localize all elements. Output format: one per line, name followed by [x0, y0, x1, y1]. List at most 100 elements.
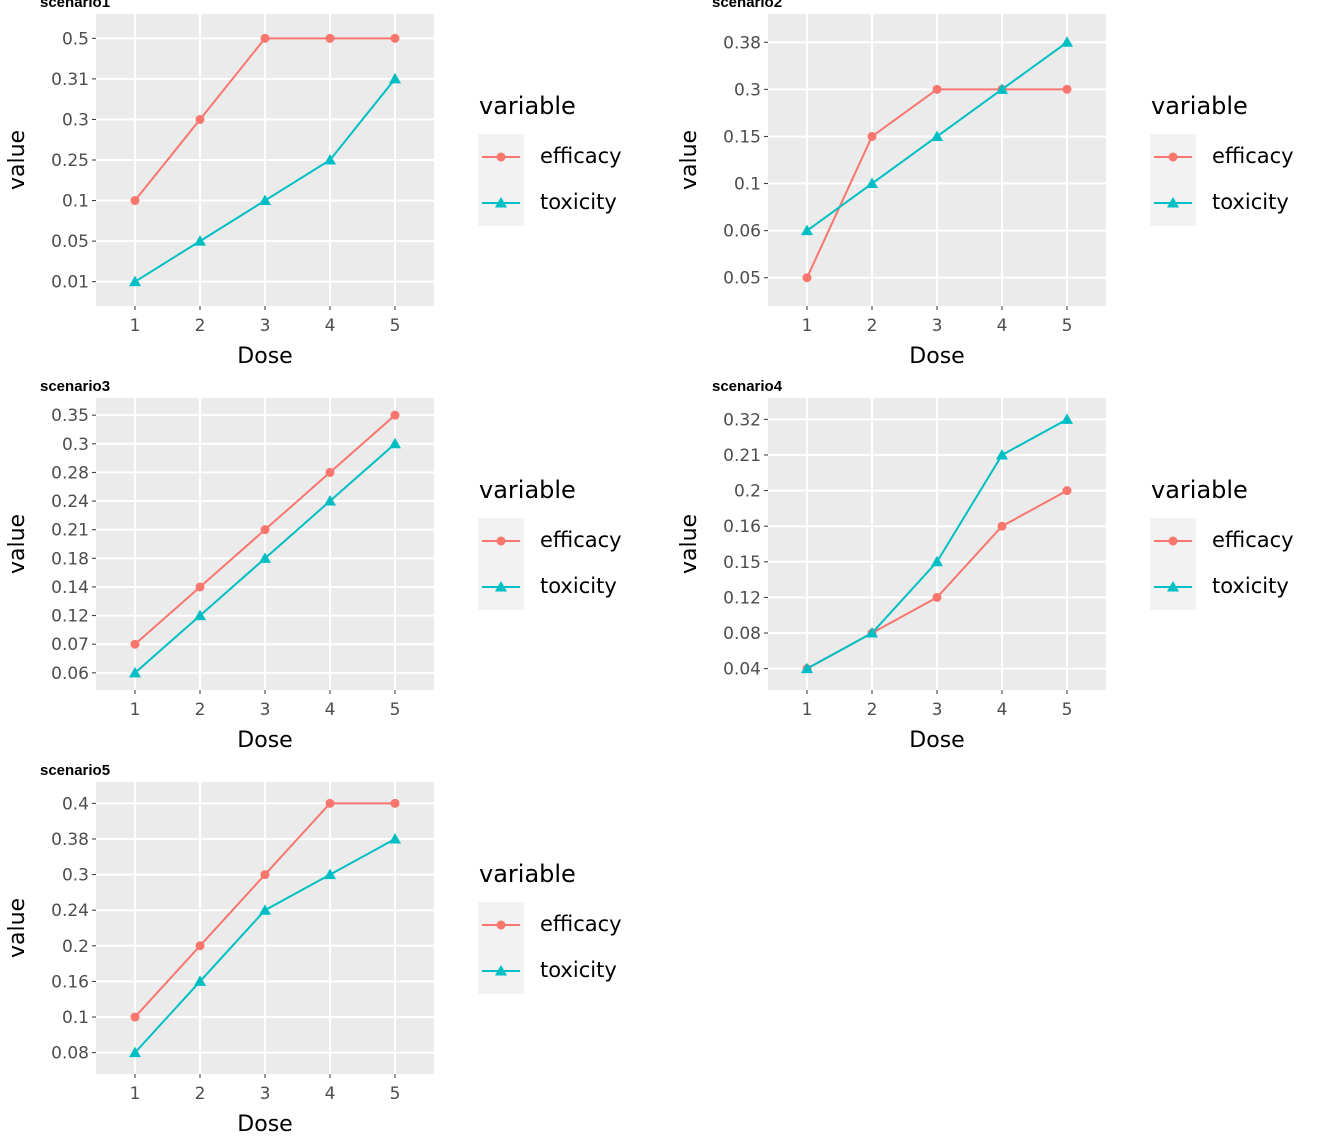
y-tick-label: 0.35 — [51, 406, 89, 426]
point — [931, 130, 943, 141]
y-tick-label: 0.3 — [62, 110, 89, 130]
y-tick-label: 0.21 — [723, 446, 761, 466]
legend-label: toxicity — [540, 190, 617, 214]
point — [259, 552, 271, 563]
y-tick-label: 0.14 — [51, 578, 89, 598]
legend-label: toxicity — [1212, 574, 1289, 598]
legend-key-background — [1150, 518, 1196, 610]
panel: 0.04 0.08 0.12 0.15 0.16 0.2 0.21 0.32 1 2 3 4 5 scen… — [677, 378, 1294, 753]
point — [495, 197, 507, 208]
x-tick-label: 2 — [867, 700, 878, 720]
chart-title: scenario3 — [40, 378, 110, 395]
legend: variable efficacy toxicity — [478, 92, 622, 226]
point — [996, 448, 1008, 460]
legend-title: variable — [1151, 476, 1248, 504]
x-tick-label: 1 — [130, 700, 141, 720]
point — [260, 33, 270, 43]
point — [194, 609, 206, 621]
point — [867, 131, 877, 141]
point — [390, 798, 400, 808]
point — [1167, 197, 1179, 208]
x-tick-label: 3 — [260, 316, 271, 336]
point — [496, 920, 506, 930]
y-tick-label: 0.32 — [723, 410, 761, 430]
point — [390, 410, 400, 420]
x-tick-label: 5 — [1062, 700, 1073, 720]
legend: variable efficacy toxicity — [478, 476, 622, 610]
y-tick-label: 0.38 — [51, 830, 89, 850]
y-tick-label: 0.1 — [62, 192, 89, 212]
x-tick-label: 5 — [390, 1084, 401, 1104]
y-tick-label: 0.04 — [723, 660, 761, 680]
panel: 0.08 0.1 0.16 0.2 0.24 0.3 0.38 0.4 1 2 3 4 5 scenari… — [5, 762, 622, 1137]
panel: 0.01 0.05 0.1 0.25 0.3 0.31 0.5 1 2 3 4 5 scenario1 D… — [5, 0, 622, 369]
legend: variable efficacy toxicity — [478, 860, 622, 994]
point — [325, 33, 335, 43]
y-tick-label: 0.3 — [734, 80, 761, 100]
point — [324, 154, 336, 165]
panel: 0.06 0.07 0.12 0.14 0.18 0.21 0.24 0.28 0.3 0.35 1… — [5, 378, 622, 753]
x-tick-label: 4 — [325, 700, 336, 720]
y-tick-label: 0.01 — [51, 273, 89, 293]
point — [194, 975, 206, 986]
y-tick-label: 0.05 — [51, 232, 89, 252]
point — [194, 235, 206, 246]
point — [130, 196, 140, 206]
point — [496, 536, 506, 546]
point — [932, 84, 942, 94]
x-tick-label: 5 — [390, 700, 401, 720]
point — [866, 627, 878, 638]
legend-key-background — [478, 134, 524, 226]
y-tick-label: 0.12 — [723, 588, 761, 608]
x-tick-label: 1 — [802, 700, 813, 720]
legend-label: efficacy — [540, 912, 622, 936]
y-tick-label: 0.16 — [723, 517, 761, 537]
point — [997, 521, 1007, 531]
x-tick-label: 3 — [260, 700, 271, 720]
point — [389, 437, 401, 449]
legend-title: variable — [479, 860, 576, 888]
point — [866, 177, 878, 189]
y-tick-label: 0.08 — [51, 1044, 89, 1064]
x-axis-title: Dose — [909, 728, 964, 753]
y-axis-title: value — [5, 514, 30, 574]
y-tick-label: 0.21 — [51, 521, 89, 541]
x-tick-label: 1 — [130, 1084, 141, 1104]
y-tick-label: 0.1 — [734, 175, 761, 195]
y-axis-title: value — [677, 514, 702, 574]
x-tick-label: 3 — [932, 700, 943, 720]
x-tick-label: 3 — [932, 316, 943, 336]
y-tick-label: 0.08 — [723, 624, 761, 644]
y-tick-label: 0.31 — [51, 70, 89, 90]
point — [259, 904, 271, 915]
x-tick-label: 4 — [997, 316, 1008, 336]
point — [801, 662, 813, 674]
legend: variable efficacy toxicity — [1150, 476, 1294, 610]
x-tick-label: 2 — [195, 316, 206, 336]
point — [325, 798, 335, 808]
point — [1167, 581, 1179, 592]
point — [195, 941, 205, 951]
y-tick-label: 0.4 — [62, 794, 89, 814]
y-tick-label: 0.24 — [51, 492, 89, 512]
y-tick-label: 0.24 — [51, 901, 89, 921]
point — [932, 592, 942, 602]
y-tick-label: 0.3 — [62, 435, 89, 455]
legend-key-background — [478, 518, 524, 610]
legend-key-background — [478, 902, 524, 994]
x-axis-title: Dose — [909, 344, 964, 369]
y-tick-label: 0.15 — [723, 553, 761, 573]
point — [129, 1046, 141, 1058]
y-tick-label: 0.06 — [723, 222, 761, 242]
point — [195, 582, 205, 592]
panel: 0.05 0.06 0.1 0.15 0.3 0.38 1 2 3 4 5 scenario2 Dose… — [677, 0, 1294, 369]
point — [259, 194, 271, 206]
x-tick-label: 2 — [195, 700, 206, 720]
point — [195, 114, 205, 124]
point — [1061, 36, 1073, 47]
point — [325, 467, 335, 477]
y-tick-label: 0.28 — [51, 463, 89, 483]
legend-label: efficacy — [540, 528, 622, 552]
legend-title: variable — [1151, 92, 1248, 120]
